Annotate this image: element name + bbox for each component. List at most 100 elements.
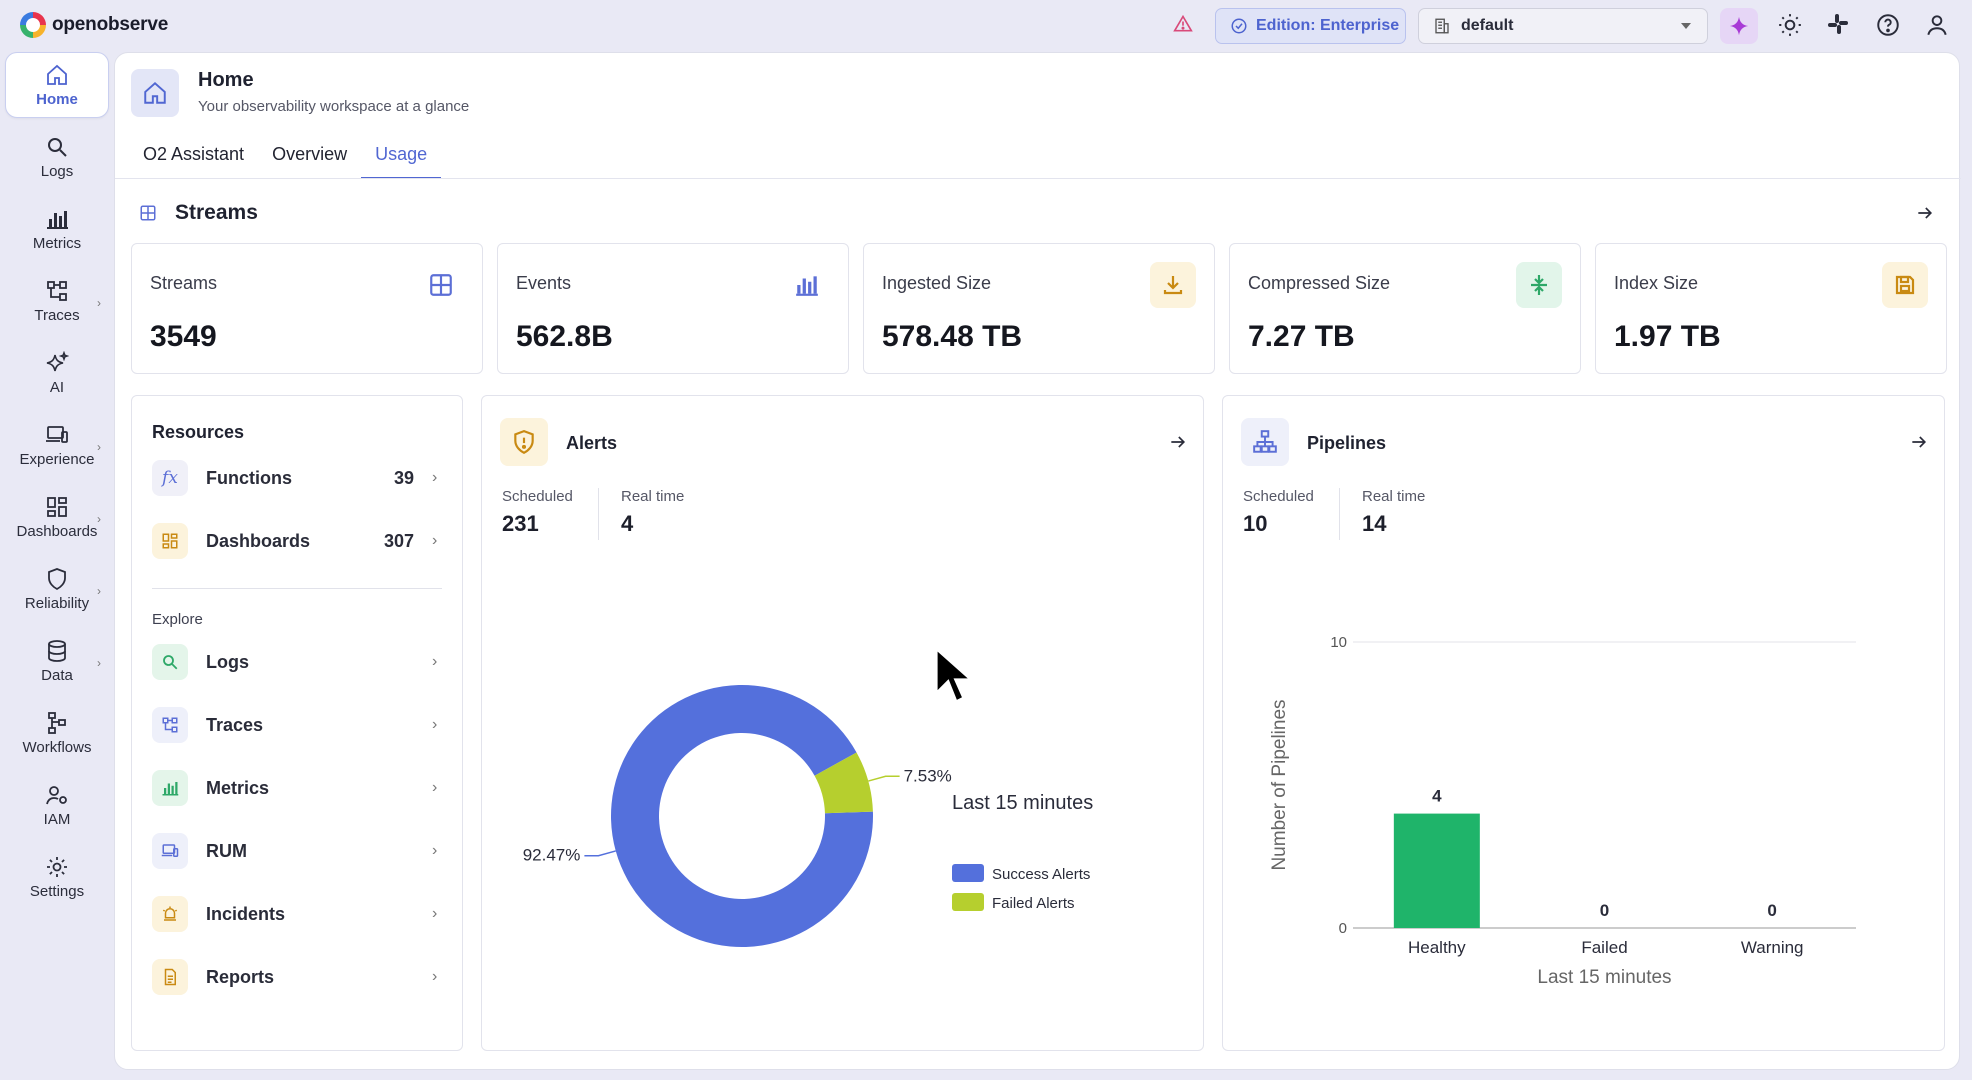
organization-name: default: [1461, 17, 1514, 34]
sidebar-item-label: Home: [36, 90, 78, 108]
tab-usage[interactable]: Usage: [361, 141, 442, 179]
chevron-right-icon: ›: [432, 968, 438, 985]
compress-icon: [1516, 262, 1562, 308]
explore-label-logs: Logs: [206, 651, 249, 672]
stat-card-streams[interactable]: Streams 3549: [131, 243, 483, 374]
divider: [152, 588, 442, 589]
resource-item-dashboards[interactable]: Dashboards 307 ›: [152, 521, 442, 561]
gear-icon: [47, 856, 67, 877]
chevron-right-icon: ›: [432, 653, 438, 670]
x-axis-label: Last 15 minutes: [1537, 967, 1671, 988]
search-icon: [152, 644, 188, 680]
sidebar-item-traces[interactable]: Traces ›: [5, 268, 109, 334]
pipelines-realtime: Real time 14: [1362, 488, 1425, 537]
warning-icon[interactable]: [1173, 14, 1193, 34]
sidebar-item-label: Settings: [29, 882, 85, 900]
sidebar-item-logs[interactable]: Logs: [5, 124, 109, 190]
sidebar-item-reliability[interactable]: Reliability ›: [5, 556, 109, 622]
alerts-realtime: Real time 4: [621, 488, 684, 537]
chevron-right-icon: ›: [432, 905, 438, 922]
sidebar-item-label: Reliability: [24, 594, 90, 612]
sidebar-item-metrics[interactable]: Metrics: [5, 196, 109, 262]
sidebar-item-data[interactable]: Data ›: [5, 628, 109, 694]
edition-badge[interactable]: Edition: Enterprise: [1215, 8, 1406, 44]
logo-text: openobserve: [52, 14, 169, 35]
shield-icon: [48, 567, 66, 590]
devices-icon: [152, 833, 188, 869]
chevron-right-icon: ›: [97, 656, 101, 670]
stat-label: Ingested Size: [882, 273, 992, 293]
bar-healthy: [1393, 813, 1480, 928]
user-icon[interactable]: [1924, 12, 1950, 38]
tab-overview[interactable]: Overview: [272, 144, 348, 164]
stat-card-events[interactable]: Events 562.8B: [497, 243, 849, 374]
alerts-donut-chart: 92.47% 7.53%Last 15 minutes Success Alerts…: [523, 685, 1093, 947]
x-tick-label: Warning: [1741, 938, 1804, 957]
y-tick-label: 10: [1330, 634, 1347, 651]
stat-card-index-size[interactable]: Index Size 1.97 TB: [1595, 243, 1947, 374]
sidebar-item-iam[interactable]: IAM: [5, 772, 109, 838]
organization-select[interactable]: default: [1418, 8, 1708, 44]
arrow-right-icon[interactable]: [1168, 432, 1188, 452]
ai-sparkle-icon: [1729, 16, 1749, 36]
sidebar-item-settings[interactable]: Settings: [5, 844, 109, 910]
bar-value-label: 0: [1767, 901, 1776, 920]
arrow-right-icon[interactable]: [1915, 203, 1935, 223]
search-icon: [48, 137, 67, 157]
resource-item-functions[interactable]: fx Functions 39 ›: [152, 458, 442, 498]
arrow-right-icon[interactable]: [1909, 432, 1929, 452]
pipelines-bar-chart: 0 10 4 Healthy 0 Failed 0 Warning Last 15 minute…: [1269, 634, 1856, 988]
section-title: Streams: [175, 201, 258, 224]
sidebar-item-workflows[interactable]: Workflows: [5, 700, 109, 766]
donut-value-label: 7.53%: [904, 766, 952, 785]
ai-assistant-button[interactable]: [1720, 8, 1758, 44]
stat-label: Index Size: [1614, 273, 1699, 293]
tab-bar: O2 Assistant Overview Usage: [129, 141, 442, 179]
traces-icon: [47, 280, 67, 301]
explore-item-metrics[interactable]: Metrics ›: [152, 768, 442, 808]
grid-icon: [140, 205, 156, 221]
explore-label-incidents: Incidents: [206, 903, 286, 924]
resource-count: 307: [383, 530, 414, 551]
explore-item-incidents[interactable]: Incidents ›: [152, 894, 442, 934]
chevron-right-icon: ›: [432, 842, 438, 859]
y-tick-label: 0: [1339, 920, 1347, 937]
alerts-scheduled: Scheduled 231: [502, 488, 573, 537]
sidebar-item-experience[interactable]: Experience ›: [5, 412, 109, 478]
slack-icon[interactable]: [1826, 12, 1850, 36]
sidebar-item-home[interactable]: Home: [5, 52, 109, 118]
pipelines-title: Pipelines: [1307, 433, 1387, 453]
devices-icon: [46, 425, 68, 443]
tab-o2-assistant[interactable]: O2 Assistant: [143, 144, 245, 164]
explore-item-logs[interactable]: Logs ›: [152, 642, 442, 682]
app-logo[interactable]: openobserve: [20, 12, 168, 38]
pipeline-icon: [1241, 418, 1289, 466]
verified-icon: [1231, 18, 1247, 34]
stat-card-compressed-size[interactable]: Compressed Size 7.27 TB: [1229, 243, 1581, 374]
explore-label: Explore: [152, 611, 203, 628]
explore-item-rum[interactable]: RUM ›: [152, 831, 442, 871]
resource-label: Functions: [206, 467, 292, 488]
resource-count: 39: [393, 467, 414, 488]
sidebar-item-dashboards[interactable]: Dashboards ›: [5, 484, 109, 550]
resources-title: Resources: [152, 422, 245, 442]
function-icon: fx: [152, 460, 188, 496]
resources-card: Resources fx Functions 39 › Dashboards 3…: [131, 395, 463, 1051]
top-bar: openobserve Edition: Enterprise default: [0, 0, 1972, 52]
legend-label: Failed Alerts: [992, 895, 1075, 912]
donut-label-line: [584, 850, 616, 857]
stat-value: 578.48 TB: [882, 320, 1023, 353]
explore-item-traces[interactable]: Traces ›: [152, 705, 442, 745]
sidebar-item-label: Traces: [34, 306, 80, 324]
explore-item-reports[interactable]: Reports ›: [152, 957, 442, 997]
bar-value-label: 4: [1432, 787, 1442, 806]
help-icon[interactable]: [1875, 12, 1901, 38]
divider: [115, 178, 1961, 179]
stat-card-ingested-size[interactable]: Ingested Size 578.48 TB: [863, 243, 1215, 374]
theme-sun-icon[interactable]: [1777, 12, 1803, 38]
chevron-right-icon: ›: [97, 440, 101, 454]
sidebar-item-label: Experience: [19, 450, 95, 468]
chevron-right-icon: ›: [97, 512, 101, 526]
sidebar-item-ai[interactable]: AI: [5, 340, 109, 406]
stat-value: 4: [621, 511, 634, 536]
